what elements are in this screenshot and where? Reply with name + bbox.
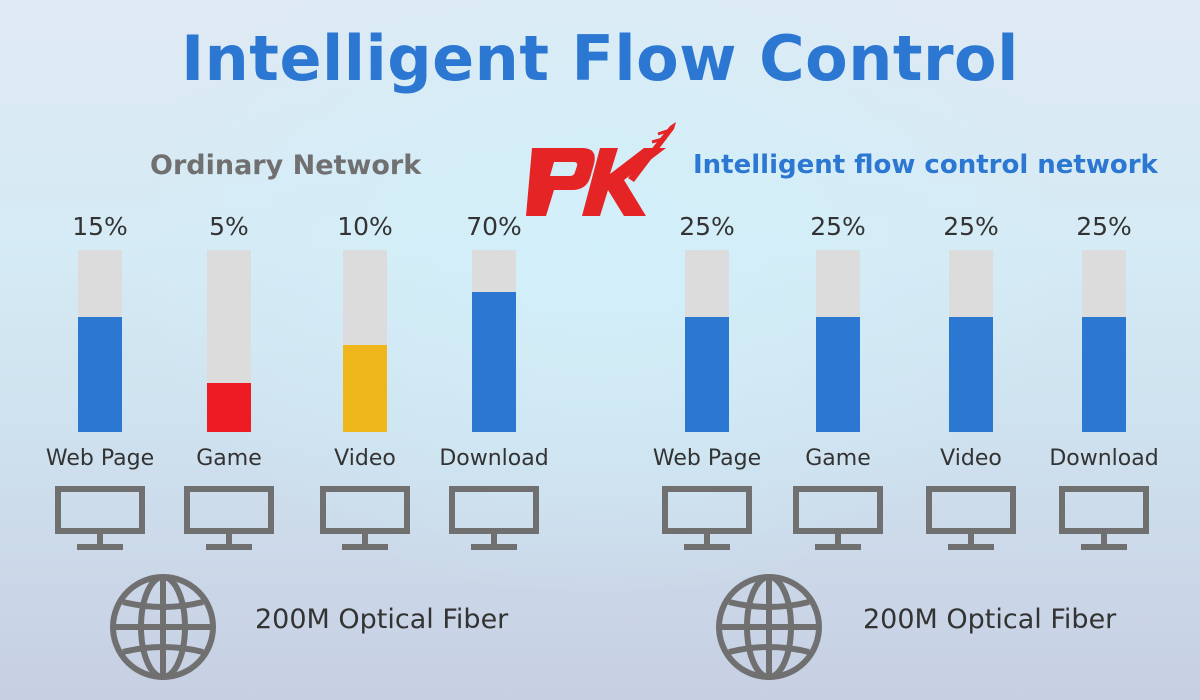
bar-track <box>1082 250 1126 432</box>
fiber-label-ordinary: 200M Optical Fiber <box>255 604 509 635</box>
page-title: Intelligent Flow Control <box>181 22 1019 95</box>
bar-fill <box>949 317 993 432</box>
monitor-icon <box>320 486 410 552</box>
bar-track <box>949 250 993 432</box>
bar-fill <box>1082 317 1126 432</box>
section-title-intelligent: Intelligent flow control network <box>693 150 1158 180</box>
bar-value-label: 15% <box>72 212 128 241</box>
bar-fill <box>343 344 387 432</box>
bar-category-label: Download <box>439 446 549 471</box>
monitor-icon <box>55 486 145 552</box>
bar-category-label: Game <box>196 446 262 471</box>
bar-track <box>816 250 860 432</box>
bar-track <box>343 250 387 432</box>
monitor-icon <box>1059 486 1149 552</box>
bar-category-label: Web Page <box>45 446 155 471</box>
bar-fill <box>207 382 251 432</box>
bar-category-label: Video <box>334 446 396 471</box>
monitor-icon <box>449 486 539 552</box>
bar-fill <box>472 291 516 432</box>
bar-category-label: Video <box>940 446 1002 471</box>
bar-category-label: Download <box>1049 446 1159 471</box>
bar-track <box>685 250 729 432</box>
pk-logo <box>526 122 676 216</box>
globe-icon <box>108 572 218 682</box>
monitor-icon <box>662 486 752 552</box>
bar-value-label: 5% <box>209 212 249 241</box>
bar-category-label: Game <box>805 446 871 471</box>
bar-fill <box>816 317 860 432</box>
bar-value-label: 70% <box>466 212 522 241</box>
bar-value-label: 25% <box>679 212 735 241</box>
globe-icon <box>714 572 824 682</box>
bar-track <box>78 250 122 432</box>
section-title-ordinary: Ordinary Network <box>150 150 422 181</box>
bar-value-label: 25% <box>1076 212 1132 241</box>
bar-value-label: 25% <box>810 212 866 241</box>
monitor-icon <box>184 486 274 552</box>
monitor-icon <box>926 486 1016 552</box>
bar-value-label: 25% <box>943 212 999 241</box>
bar-fill <box>78 317 122 432</box>
fiber-label-intelligent: 200M Optical Fiber <box>863 604 1117 635</box>
monitor-icon <box>793 486 883 552</box>
bar-value-label: 10% <box>337 212 393 241</box>
bar-track <box>207 250 251 432</box>
bar-category-label: Web Page <box>652 446 762 471</box>
bar-track <box>472 250 516 432</box>
bar-fill <box>685 317 729 432</box>
